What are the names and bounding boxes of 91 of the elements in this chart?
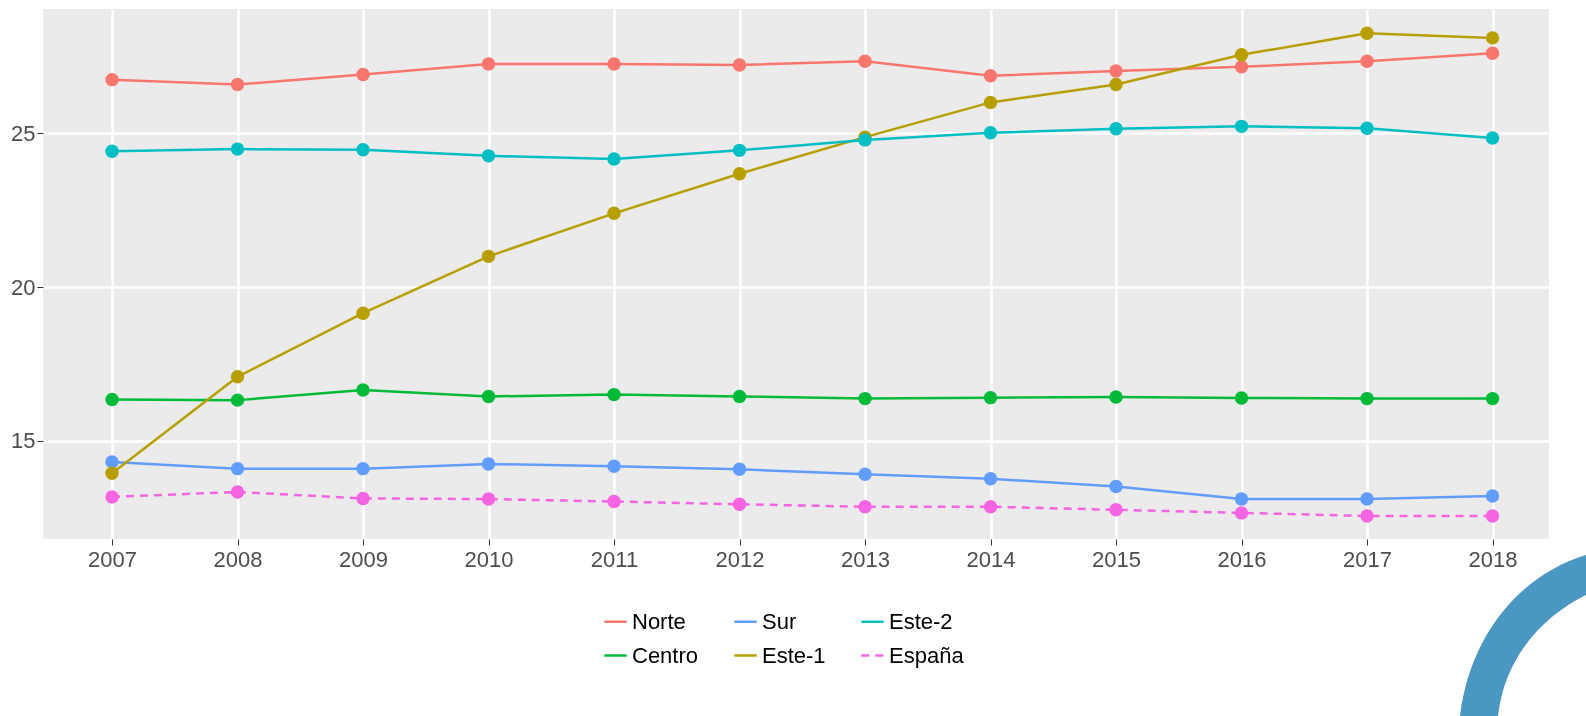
point — [1485, 131, 1500, 145]
point — [607, 152, 621, 166]
legend-label: Este-1 — [762, 642, 826, 668]
point — [356, 461, 370, 476]
x-tick-label: 2015 — [1092, 546, 1141, 572]
x-tick-label: 2013 — [841, 546, 890, 572]
point — [983, 390, 998, 405]
point — [732, 497, 747, 511]
point — [732, 389, 747, 404]
point — [356, 67, 370, 82]
x-tick-label: 2009 — [339, 546, 388, 572]
x-tick-label: 2012 — [715, 546, 765, 572]
point — [858, 54, 872, 68]
point — [230, 370, 245, 384]
point — [1485, 509, 1500, 523]
point — [1109, 479, 1123, 494]
point — [481, 389, 496, 404]
point — [732, 58, 747, 72]
point — [1360, 54, 1374, 68]
legend-label: Norte — [632, 608, 686, 634]
point — [481, 492, 496, 506]
x-tick-label: 2011 — [590, 546, 639, 572]
point — [105, 72, 119, 87]
point — [983, 68, 998, 83]
point — [607, 459, 621, 473]
point — [105, 455, 119, 469]
y-tick-label: 25 — [11, 120, 36, 146]
point — [481, 57, 496, 71]
x-tick-label: 2010 — [464, 546, 514, 572]
legend-label: España — [889, 642, 965, 668]
point — [230, 461, 245, 476]
point — [1485, 46, 1500, 60]
point — [1485, 489, 1500, 503]
point — [858, 500, 872, 514]
point — [1234, 506, 1249, 520]
y-tick-label: 20 — [11, 274, 36, 300]
point — [1234, 492, 1249, 506]
point — [1234, 391, 1249, 405]
point — [983, 95, 998, 110]
point — [607, 387, 621, 402]
point — [356, 383, 370, 397]
point — [1360, 121, 1374, 135]
point — [1485, 391, 1500, 406]
point — [1360, 492, 1374, 506]
point — [1234, 60, 1249, 74]
point — [356, 306, 370, 320]
point — [1360, 509, 1374, 523]
point — [1109, 77, 1123, 92]
x-tick-label: 2014 — [966, 546, 1016, 572]
point — [1485, 31, 1500, 45]
x-tick-label: 2018 — [1468, 546, 1518, 572]
point — [983, 472, 998, 486]
x-tick-label: 2017 — [1343, 546, 1392, 572]
point — [1109, 122, 1123, 136]
point — [607, 206, 621, 221]
legend-label: Centro — [632, 642, 699, 668]
point — [1109, 503, 1123, 517]
x-tick-label: 2016 — [1217, 546, 1267, 572]
legend-label: Sur — [762, 608, 797, 634]
point — [105, 144, 119, 158]
point — [105, 490, 119, 504]
point — [1109, 390, 1123, 404]
point — [858, 391, 872, 406]
point — [732, 462, 747, 476]
point — [983, 126, 998, 140]
point — [105, 392, 119, 407]
y-tick-label: 15 — [11, 428, 36, 454]
point — [607, 57, 621, 71]
point — [858, 467, 872, 481]
point — [105, 466, 119, 480]
point — [230, 142, 245, 156]
point — [983, 500, 998, 514]
point — [732, 166, 747, 181]
point — [607, 494, 621, 509]
point — [230, 77, 245, 92]
point — [481, 249, 496, 264]
point — [481, 457, 496, 471]
point — [356, 491, 370, 506]
point — [230, 485, 245, 499]
legend-label: Este-2 — [889, 608, 953, 634]
x-tick-label: 2007 — [88, 546, 137, 572]
point — [481, 149, 496, 163]
point — [1234, 48, 1249, 62]
x-tick-label: 2008 — [213, 546, 263, 572]
point — [230, 393, 245, 407]
point — [1360, 391, 1374, 406]
point — [732, 143, 747, 158]
point — [356, 143, 370, 157]
point — [1109, 64, 1123, 78]
point — [1234, 119, 1249, 134]
point — [1360, 26, 1374, 40]
